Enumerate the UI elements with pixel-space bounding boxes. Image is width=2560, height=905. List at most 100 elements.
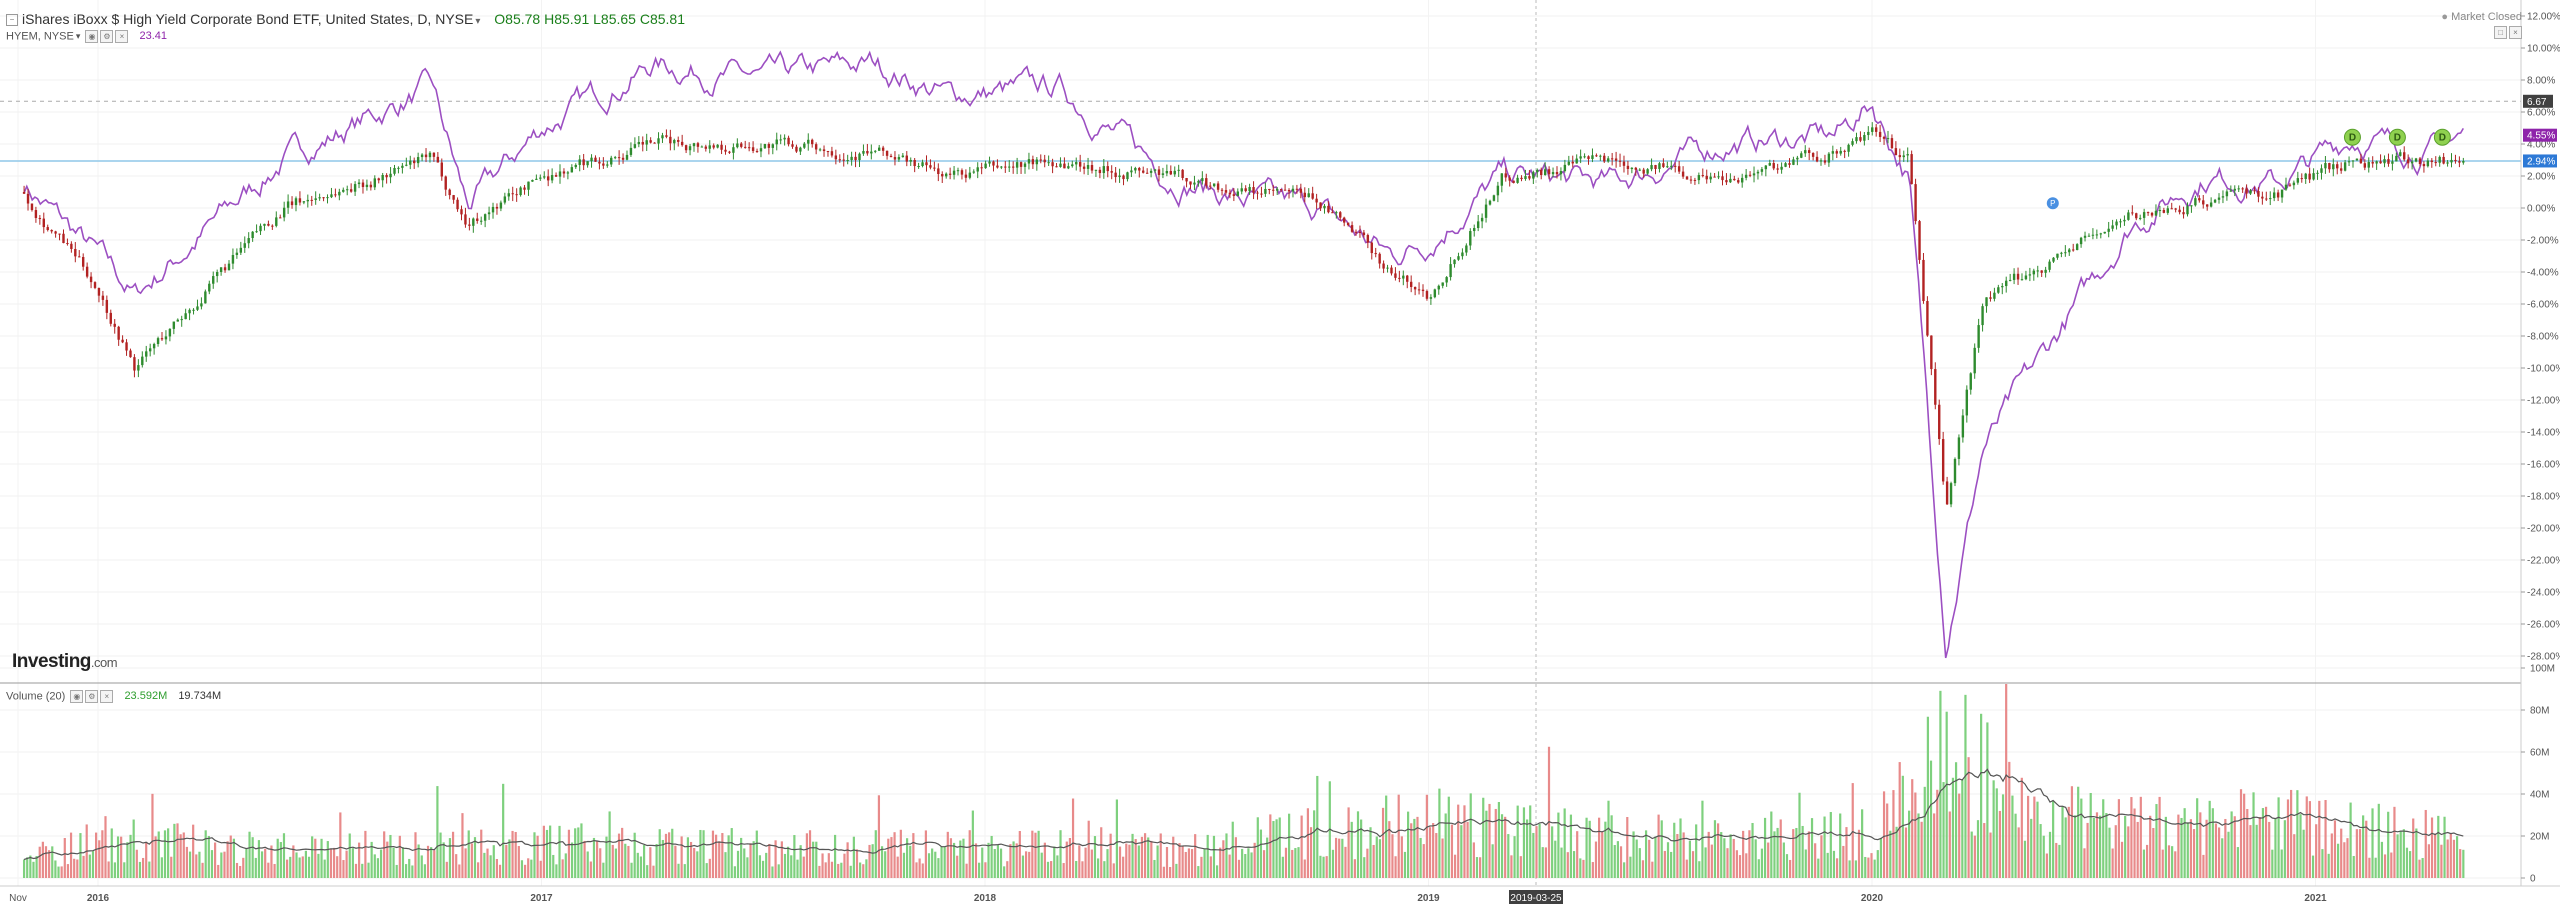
volume-bar: [2111, 848, 2114, 878]
eye-icon[interactable]: ◉: [85, 30, 99, 43]
candle-body: [1689, 179, 1693, 181]
chevron-down-icon[interactable]: ▾: [475, 16, 481, 27]
compare-symbol[interactable]: HYEM, NYSE: [6, 30, 74, 43]
volume-bar: [1109, 833, 1112, 878]
volume-bar: [1676, 834, 1679, 878]
candle-body: [1630, 167, 1634, 170]
volume-bar: [2402, 829, 2405, 878]
instrument-title[interactable]: iShares iBoxx $ High Yield Corporate Bon…: [22, 11, 474, 27]
volume-bar: [639, 856, 643, 878]
event-markers[interactable]: D D D P: [2046, 128, 2451, 210]
volume-bar: [195, 854, 198, 878]
volume-bar: [1904, 827, 1908, 878]
candle-body: [2072, 249, 2075, 251]
candle-body: [610, 157, 613, 165]
volume-bar: [808, 830, 812, 878]
chevron-down-icon[interactable]: ▾: [75, 31, 81, 42]
volume-bar: [229, 835, 232, 878]
volume-tick-label: 80M: [2530, 706, 2549, 717]
volume-bar: [1663, 850, 1666, 878]
volume-bar: [392, 847, 395, 878]
maximize-icon[interactable]: □: [2494, 26, 2507, 40]
close-icon[interactable]: ×: [100, 690, 114, 703]
volume-bar: [1222, 840, 1225, 878]
volume-bar: [1438, 788, 1441, 878]
candle-body: [1520, 177, 1523, 180]
candle-body: [1209, 185, 1212, 187]
candle-body: [1898, 155, 1902, 158]
volume-bar: [22, 859, 26, 878]
volume-axis[interactable]: 100M 80M 60M 40M 20M 0: [2521, 664, 2555, 885]
volume-bar: [1388, 821, 1391, 878]
candle-body: [2016, 273, 2020, 280]
candle-body: [1508, 177, 1511, 181]
volume-bar: [379, 849, 383, 878]
close-pane-icon[interactable]: ×: [2509, 26, 2522, 40]
volume-bar: [1967, 757, 1970, 878]
volume-bar: [1269, 814, 1272, 878]
close-icon[interactable]: ×: [115, 30, 129, 43]
volume-bar: [592, 837, 596, 878]
volume-bar: [1147, 837, 1150, 878]
candle-body: [282, 207, 286, 218]
volume-bar: [2171, 846, 2174, 878]
volume-bar: [661, 839, 664, 878]
compare-legend: HYEM, NYSE ▾ ◉ ⚙ × 23.41: [6, 30, 167, 43]
volume-bar: [846, 842, 849, 878]
volume-bar: [987, 842, 990, 878]
candle-body: [357, 182, 361, 185]
volume-bar: [79, 833, 82, 878]
volume-bar: [855, 849, 859, 878]
candle-body: [1445, 277, 1448, 283]
candle-body: [121, 339, 124, 343]
volume-bar: [1504, 816, 1507, 878]
volume-bar: [949, 838, 953, 878]
volume-bar: [2105, 813, 2108, 878]
volume-bar: [257, 840, 261, 878]
candle-body: [1878, 131, 1882, 137]
price-axis[interactable]: 12.00% 10.00% 8.00% 6.00% 4.00% 2.00% 0.00% -2.…: [2521, 12, 2560, 663]
candle-body: [996, 165, 999, 168]
volume-bar: [671, 828, 674, 878]
candle-body: [1800, 153, 1803, 158]
volume-bar: [2130, 797, 2133, 878]
volume-bar: [2092, 817, 2095, 878]
candle-body: [1587, 156, 1590, 159]
volume-bar: [204, 830, 207, 878]
volume-bar: [2030, 818, 2033, 878]
volume-bar: [2346, 838, 2349, 878]
settings-icon[interactable]: ⚙: [100, 30, 114, 43]
candle-body: [960, 170, 964, 175]
candle-body: [1075, 162, 1078, 165]
candle-body: [602, 163, 605, 166]
candle-body: [850, 156, 853, 161]
candle-body: [1748, 174, 1752, 176]
collapse-toggle-icon[interactable]: −: [6, 14, 18, 27]
eye-icon[interactable]: ◉: [70, 690, 84, 703]
volume-bar: [1980, 713, 1983, 878]
candle-body: [2044, 269, 2047, 273]
settings-icon[interactable]: ⚙: [85, 690, 99, 703]
volume-bar: [1961, 779, 1964, 878]
volume-bar: [1475, 857, 1479, 878]
candle-body: [944, 173, 948, 177]
candle-body: [361, 182, 365, 188]
candle-body: [1114, 172, 1117, 178]
candle-body: [2056, 253, 2059, 258]
volume-bar: [1194, 834, 1197, 878]
volume-bar: [874, 830, 877, 878]
volume-bar: [332, 847, 336, 878]
candle-body: [302, 201, 306, 203]
candle-body: [1989, 297, 1992, 299]
volume-bar: [464, 848, 467, 878]
time-axis[interactable]: Nov 2016 2017 2018 2019 2020 2021: [9, 893, 2327, 904]
volume-bar: [1381, 807, 1385, 878]
candle-body: [2182, 212, 2185, 215]
volume-bar: [652, 865, 655, 878]
volume-bar: [2383, 854, 2387, 878]
volume-bar: [1112, 863, 1115, 878]
candle-body: [546, 176, 550, 181]
volume-label[interactable]: Volume (20): [6, 690, 66, 703]
candle-body: [54, 231, 57, 234]
volume-bar: [301, 856, 304, 878]
